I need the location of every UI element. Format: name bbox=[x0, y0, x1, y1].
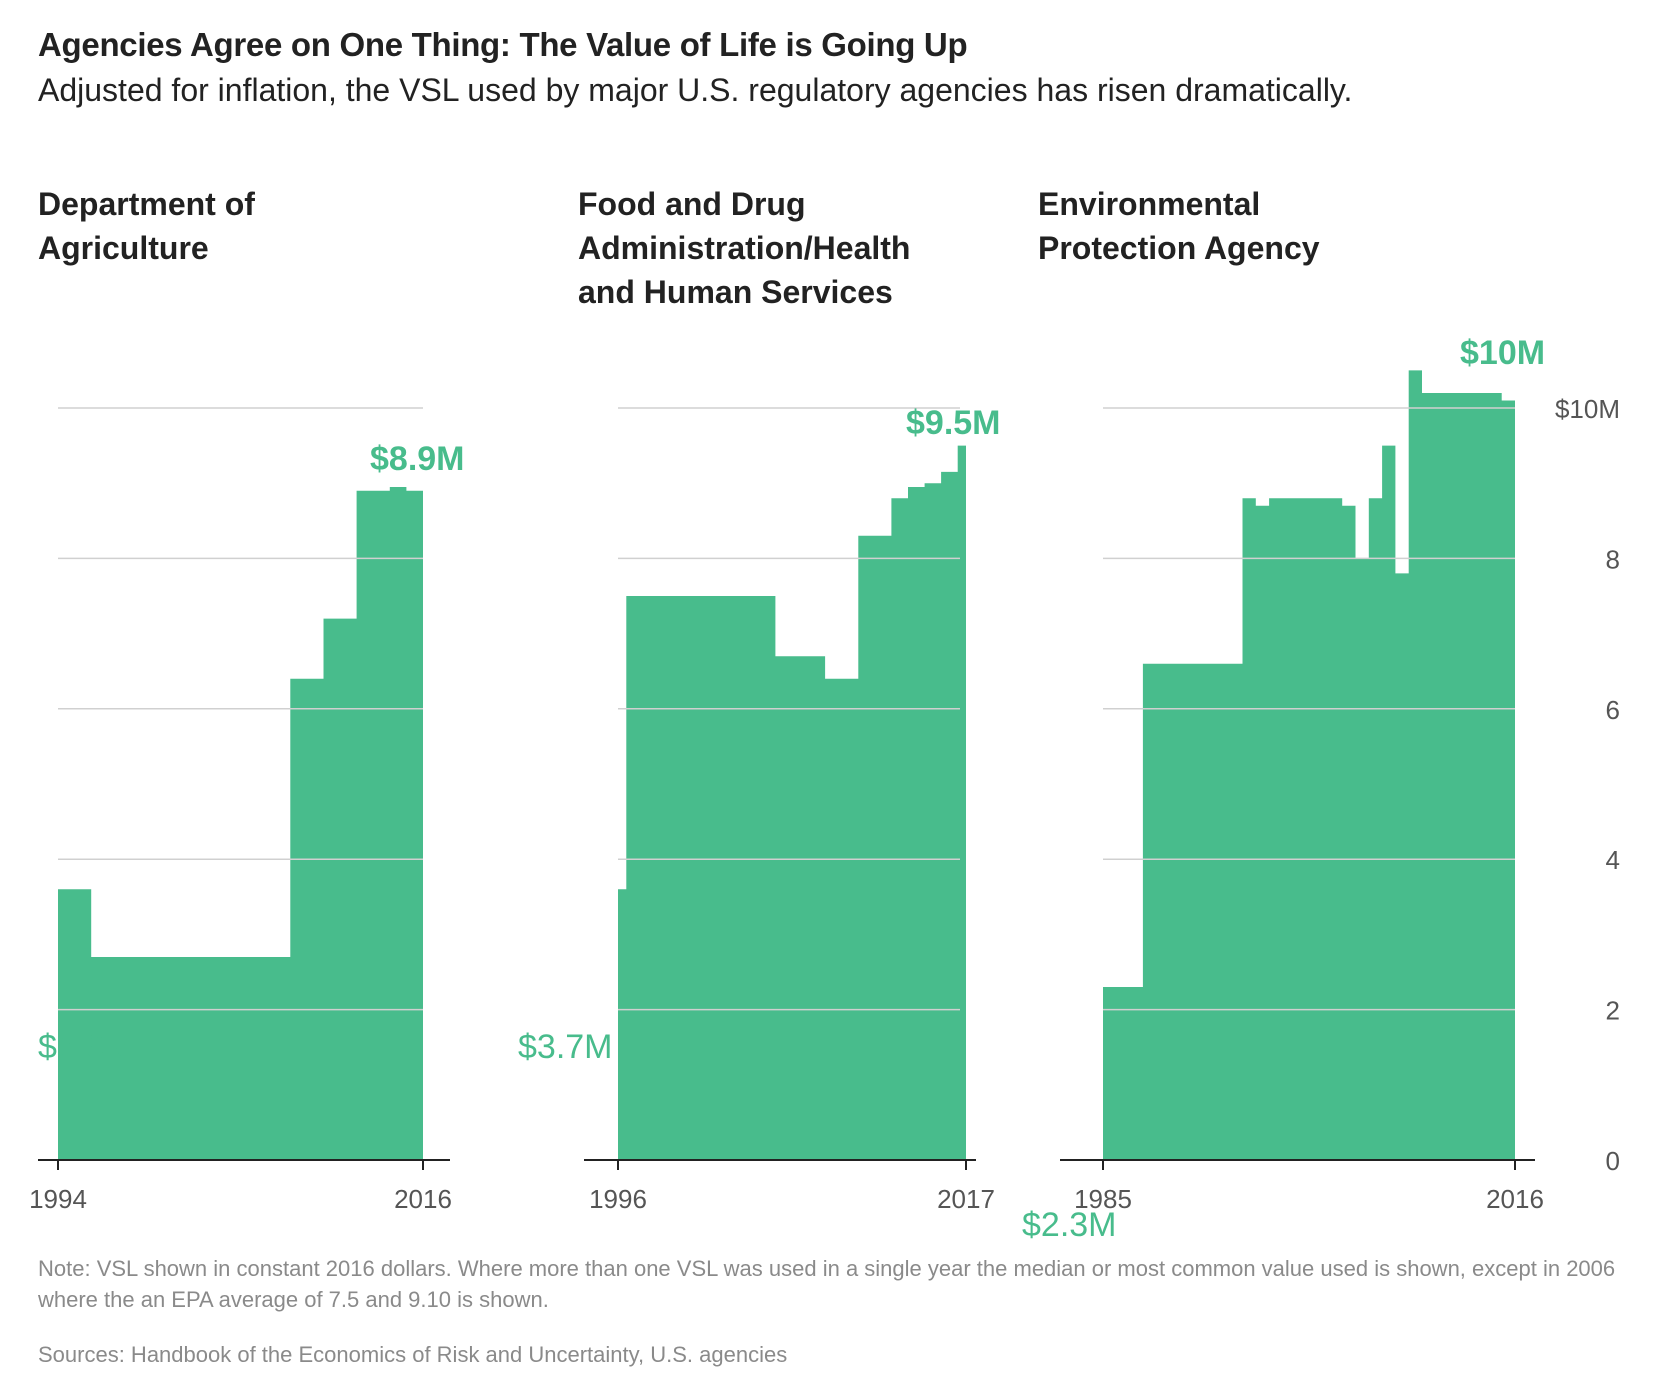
end-value-label: $9.5M bbox=[906, 404, 1001, 442]
chart-subtitle: Adjusted for inflation, the VSL used by … bbox=[38, 72, 1353, 108]
y-tick-label: 6 bbox=[1606, 695, 1620, 725]
vsl-area-series bbox=[1103, 370, 1515, 1160]
chart-sources: Sources: Handbook of the Economics of Ri… bbox=[38, 1342, 788, 1367]
end-value-label: $10M bbox=[1460, 334, 1545, 372]
panel-title-line: Protection Agency bbox=[1038, 230, 1320, 266]
y-tick-label: 4 bbox=[1606, 845, 1620, 875]
x-tick-label: 1996 bbox=[589, 1184, 647, 1214]
y-tick-label: 8 bbox=[1606, 544, 1620, 574]
start-value-label: $2.3M bbox=[1022, 1206, 1117, 1240]
panel-title-agriculture: Department of Agriculture bbox=[38, 182, 255, 270]
vsl-area-series bbox=[58, 487, 423, 1160]
panel-title-epa: Environmental Protection Agency bbox=[1038, 182, 1320, 270]
panel-title-line: and Human Services bbox=[578, 274, 893, 310]
panel-title-line: Department of bbox=[38, 186, 255, 222]
panel-title-fda-hhs: Food and Drug Administration/Health and … bbox=[578, 182, 910, 314]
x-tick-label: 2016 bbox=[394, 1184, 452, 1214]
y-tick-label: $10M bbox=[1555, 394, 1620, 424]
chart-canvas: 1994 2016 $3.6M $8.9M 1996 2017 $3.7M $9.5M 1985… bbox=[29, 334, 1620, 1240]
start-value-label: $3.6M bbox=[38, 1028, 133, 1066]
chart-title: Agencies Agree on One Thing: The Value o… bbox=[38, 26, 968, 63]
panel-title-line: Environmental bbox=[1038, 186, 1261, 222]
x-tick-label: 2017 bbox=[937, 1184, 995, 1214]
x-tick-label: 2016 bbox=[1486, 1184, 1544, 1214]
y-tick-label: 0 bbox=[1606, 1146, 1620, 1176]
chart-note: Note: VSL shown in constant 2016 dollars… bbox=[38, 1256, 1616, 1312]
y-tick-label: 2 bbox=[1606, 996, 1620, 1026]
start-value-label: $3.7M bbox=[518, 1028, 613, 1066]
x-tick-label: 1994 bbox=[29, 1184, 87, 1214]
panel-title-line: Agriculture bbox=[38, 230, 209, 266]
vsl-area-series bbox=[618, 445, 966, 1161]
end-value-label: $8.9M bbox=[370, 440, 465, 478]
x-tick-label: 1985 bbox=[1074, 1184, 1132, 1214]
panel-title-line: Food and Drug bbox=[578, 186, 806, 222]
panel-title-line: Administration/Health bbox=[578, 230, 911, 266]
